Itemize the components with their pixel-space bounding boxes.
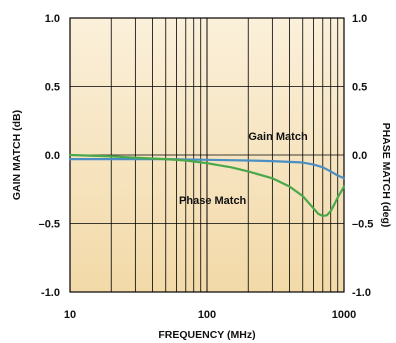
- y-axis-left-title: GAIN MATCH (dB): [11, 110, 23, 200]
- annotation-label: Phase Match: [179, 195, 247, 207]
- x-tick-label: 1000: [332, 309, 356, 321]
- y-axis-right-title: PHASE MATCH (deg): [380, 123, 392, 228]
- x-tick-label: 100: [198, 309, 216, 321]
- y-tick-label-left: 1.0: [45, 13, 60, 25]
- y-tick-label-right: 0.5: [352, 82, 367, 94]
- y-tick-label-right: -1.0: [352, 287, 371, 299]
- series-layer: [68, 153, 346, 218]
- x-axis-title: FREQUENCY (MHz): [158, 329, 255, 341]
- y-tick-label-right: 0.0: [352, 150, 367, 162]
- y-tick-label-right: –0.5: [352, 219, 373, 231]
- grid: [69, 17, 345, 293]
- y-tick-label-left: –0.5: [39, 219, 60, 231]
- series-line-phase-match: [68, 153, 346, 218]
- y-tick-label-left: -1.0: [41, 287, 60, 299]
- y-tick-label-right: 1.0: [352, 13, 367, 25]
- annotation-label: Gain Match: [248, 131, 308, 143]
- y-tick-label-left: 0.5: [45, 82, 60, 94]
- y-tick-label-left: 0.0: [45, 150, 60, 162]
- x-tick-label: 10: [64, 309, 76, 321]
- labels-layer: 1.0 1.0 0.5 0.5 0.0 0.0 –0.5 –0.5 -1.0 -1.0 10 100 1…: [39, 13, 374, 321]
